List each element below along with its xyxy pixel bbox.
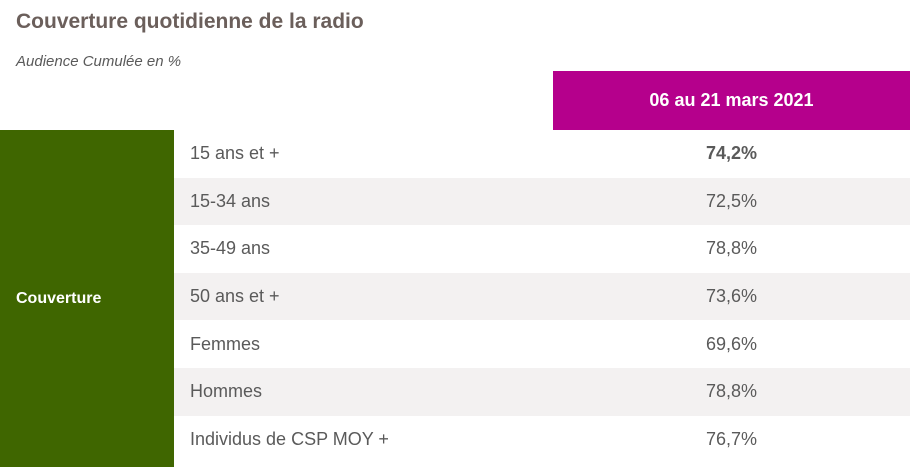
row-label: 35-49 ans xyxy=(190,238,271,259)
data-table-body: 15 ans et + 74,2% 15-34 ans 72,5% 35-49 … xyxy=(174,130,910,467)
table-row: 50 ans et + 73,6% xyxy=(174,272,910,321)
table-row: 15-34 ans 72,5% xyxy=(174,177,910,226)
table-row: 35-49 ans 78,8% xyxy=(174,225,910,273)
row-value: 74,2% xyxy=(705,143,758,164)
row-value: 69,6% xyxy=(705,333,758,354)
row-label: Individus de CSP MOY + xyxy=(190,428,389,449)
row-value: 78,8% xyxy=(705,238,758,259)
row-label: 15-34 ans xyxy=(190,190,271,211)
row-value: 78,8% xyxy=(705,381,758,402)
row-group-label: Couverture xyxy=(0,130,174,467)
period-column-header: 06 au 21 mars 2021 xyxy=(553,71,910,130)
row-label: 15 ans et + xyxy=(190,143,280,164)
row-label: Femmes xyxy=(190,333,261,354)
row-value: 76,7% xyxy=(705,428,758,449)
page-title: Couverture quotidienne de la radio xyxy=(16,10,364,33)
row-value: 72,5% xyxy=(705,190,758,211)
table-row: Hommes 78,8% xyxy=(174,367,910,416)
table-row: Femmes 69,6% xyxy=(174,320,910,368)
table-row: Individus de CSP MOY + 76,7% xyxy=(174,416,910,464)
row-label: Hommes xyxy=(190,381,263,402)
row-value: 73,6% xyxy=(705,286,758,307)
table-row: 15 ans et + 74,2% xyxy=(174,130,910,178)
page-subtitle: Audience Cumulée en % xyxy=(16,53,182,70)
row-label: 50 ans et + xyxy=(190,286,280,307)
